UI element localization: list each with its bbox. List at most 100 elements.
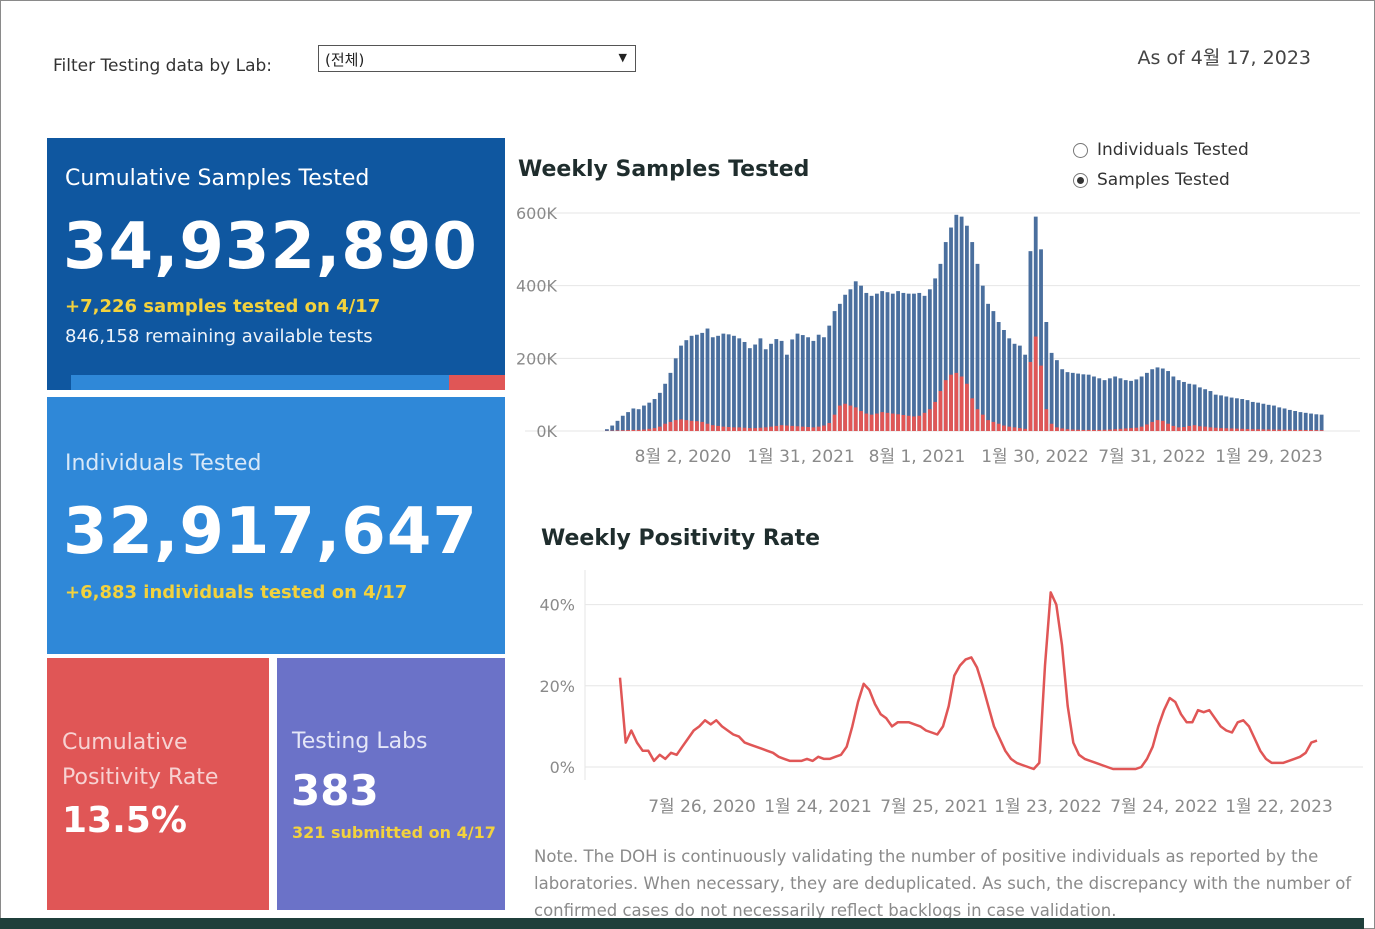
bar-total — [1107, 378, 1112, 431]
bar-positive — [827, 423, 832, 431]
bar-total — [1171, 376, 1176, 431]
bar-total — [1256, 402, 1260, 431]
bar-total — [668, 372, 673, 431]
bar-total — [980, 285, 985, 431]
bar-positive — [1266, 429, 1271, 431]
bar-total — [642, 405, 646, 431]
bar-total — [875, 293, 879, 431]
bar-total — [769, 343, 773, 431]
bar-total — [922, 295, 927, 431]
x-tick-label: 1월 29, 2023 — [1215, 447, 1323, 467]
radio-individuals-tested[interactable]: Individuals Tested — [1073, 140, 1249, 160]
bar-positive — [1309, 430, 1313, 431]
bar-positive — [615, 430, 620, 431]
remaining-tests: 846,158 remaining available tests — [65, 326, 373, 347]
bar-positive — [647, 428, 652, 431]
lab-filter-selected-value: (전체) — [325, 51, 365, 69]
bar-positive — [1134, 427, 1139, 431]
samples-today: +7,226 samples tested on 4/17 — [65, 296, 381, 317]
bar-total — [938, 263, 943, 431]
y-tick-label: 600K — [516, 204, 558, 223]
bar-positive — [1319, 430, 1324, 431]
bar-positive — [626, 430, 630, 431]
bar-positive — [1081, 429, 1086, 431]
bar-total — [1039, 249, 1043, 431]
bar-total — [747, 348, 752, 431]
bar-positive — [875, 413, 879, 431]
bar-positive — [1002, 425, 1006, 431]
bar-total — [763, 349, 768, 431]
bar-positive — [1282, 429, 1287, 431]
bar-positive — [933, 401, 938, 431]
bar-total — [1272, 405, 1276, 431]
radio-label: Individuals Tested — [1097, 140, 1249, 160]
bar-total — [1023, 354, 1028, 431]
bar-positive — [954, 372, 959, 431]
bar-total — [774, 339, 779, 431]
bar-total — [1208, 391, 1213, 431]
bar-positive — [1060, 428, 1065, 431]
bar-positive — [975, 409, 980, 431]
bar-total — [848, 289, 853, 431]
individuals-tested-card: Individuals Tested 32,917,647 +6,883 ind… — [47, 397, 505, 654]
bar-positive — [663, 423, 668, 431]
bar-total — [933, 278, 938, 431]
bar-positive — [710, 425, 715, 431]
x-tick-label: 8월 2, 2020 — [635, 447, 732, 467]
bar-positive — [1155, 420, 1160, 431]
bar-positive — [1203, 426, 1208, 431]
bar-positive — [721, 426, 726, 431]
bar-total — [689, 335, 694, 431]
bar-total — [1192, 384, 1197, 431]
bar-total — [657, 392, 662, 431]
bar-total — [896, 291, 900, 431]
bar-positive — [1261, 429, 1266, 431]
bar-positive — [642, 429, 646, 431]
x-tick-label: 1월 22, 2023 — [1225, 797, 1333, 817]
bar-total — [1060, 369, 1065, 431]
testing-labs-value: 383 — [291, 766, 379, 815]
bar-positive — [732, 427, 736, 431]
bar-positive — [1250, 429, 1255, 431]
bar-total — [906, 293, 911, 431]
bar-total — [843, 294, 848, 431]
bar-positive — [742, 427, 747, 431]
bar-total — [917, 292, 922, 431]
radio-samples-tested[interactable]: Samples Tested — [1073, 170, 1230, 190]
bar-total — [679, 345, 683, 431]
bar-positive — [822, 425, 826, 431]
x-tick-label: 1월 31, 2021 — [747, 447, 855, 467]
cumulative-samples-value: 34,932,890 — [63, 210, 478, 284]
bar-positive — [912, 416, 916, 431]
bar-positive — [1055, 427, 1059, 431]
bar-positive — [684, 420, 689, 431]
bar-total — [716, 335, 720, 431]
bar-positive — [1033, 336, 1038, 431]
bar-positive — [1245, 429, 1250, 431]
bar-positive — [790, 425, 795, 431]
bar-positive — [1166, 423, 1170, 431]
bar-total — [822, 337, 826, 431]
bar-total — [869, 295, 874, 431]
bar-positive — [758, 427, 763, 431]
bar-positive — [747, 428, 752, 431]
bar-total — [1044, 322, 1049, 431]
bar-positive — [1219, 428, 1223, 431]
y-tick-label: 400K — [516, 277, 558, 296]
bar-positive — [1044, 409, 1049, 431]
bar-total — [1277, 407, 1282, 431]
bar-positive — [705, 423, 710, 431]
bar-positive — [1070, 429, 1075, 431]
bar-positive — [1160, 420, 1165, 431]
weekly-samples-chart: 0K 200K 400K 600K 8월 2, 2020 1월 31, 2021 8월 1,… — [516, 204, 1360, 467]
bar-positive — [631, 429, 636, 431]
bar-positive — [774, 425, 779, 431]
bar-positive — [943, 380, 948, 431]
lab-filter-dropdown[interactable]: (전체) ▼ — [318, 45, 636, 72]
bar-positive — [901, 415, 906, 431]
bar-total — [1203, 389, 1208, 431]
bar-total — [1224, 396, 1229, 431]
bar-positive — [885, 412, 890, 431]
bar-positive — [927, 409, 932, 431]
bar-positive — [1240, 428, 1245, 431]
